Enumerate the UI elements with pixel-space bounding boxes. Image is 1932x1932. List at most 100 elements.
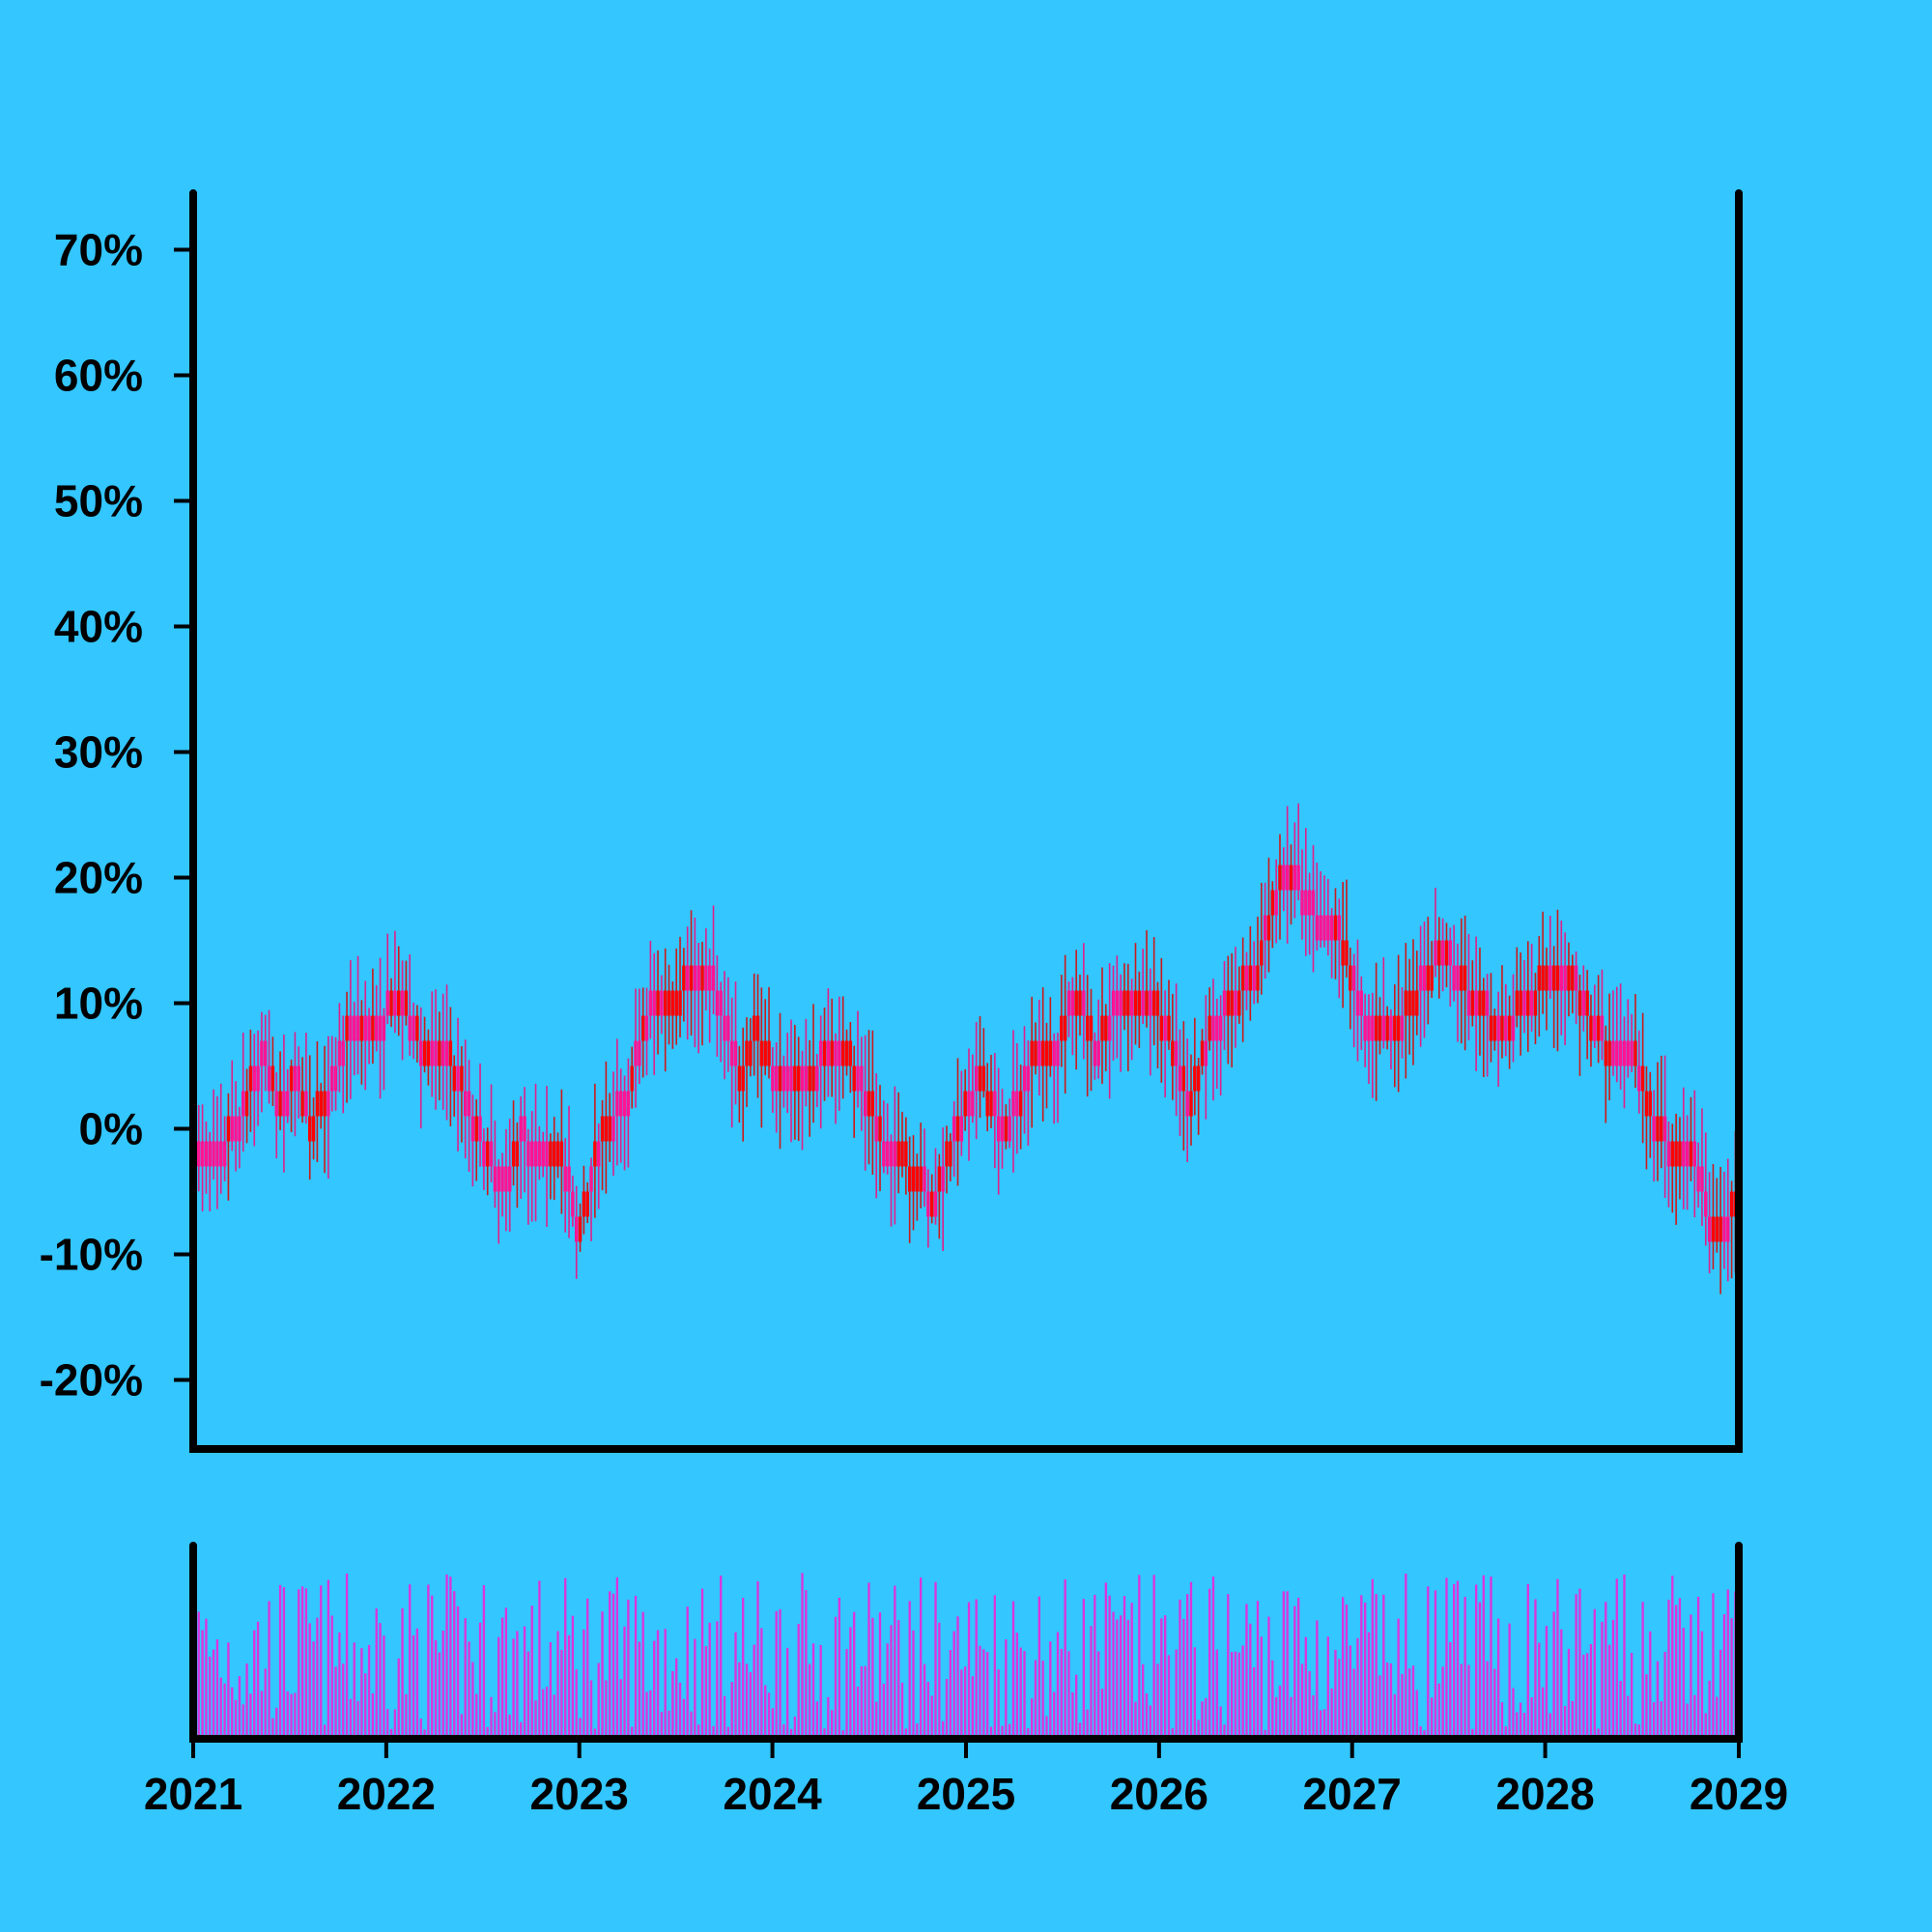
volume-bar — [700, 1588, 704, 1739]
volume-bar — [564, 1577, 567, 1739]
candle-body — [1662, 1116, 1667, 1142]
x-tick-label: 2025 — [917, 1769, 1015, 1819]
volume-bar — [1534, 1599, 1537, 1739]
candle-body — [852, 1065, 856, 1092]
candle-body — [885, 1141, 890, 1167]
candle-body — [1456, 965, 1460, 991]
candle-body — [971, 1091, 975, 1117]
volume-bar — [1552, 1611, 1555, 1739]
volume-bar — [809, 1663, 811, 1739]
volume-bar — [764, 1685, 767, 1739]
volume-bar — [875, 1701, 878, 1739]
volume-bar — [841, 1730, 844, 1739]
candle-body — [541, 1141, 545, 1167]
candle-body — [993, 1091, 997, 1117]
volume-bar — [649, 1690, 652, 1739]
volume-bar — [1078, 1722, 1082, 1739]
volume-bar — [1548, 1713, 1551, 1739]
volume-bar — [1282, 1591, 1285, 1739]
volume-bar — [1522, 1713, 1526, 1739]
candle-body — [1082, 990, 1086, 1016]
candle-body — [1056, 1040, 1060, 1066]
candle-body — [634, 1040, 638, 1066]
volume-bar — [589, 1680, 593, 1739]
candle-body — [1363, 1015, 1367, 1041]
volume-bar — [298, 1589, 300, 1739]
volume-bar — [1578, 1588, 1581, 1739]
candle-body — [811, 1065, 815, 1092]
candle-body — [1478, 990, 1482, 1016]
volume-bar — [923, 1663, 926, 1739]
volume-bar — [653, 1640, 656, 1739]
volume-bar — [386, 1709, 389, 1739]
volume-bar — [316, 1617, 319, 1739]
candle-body — [1208, 1015, 1211, 1041]
volume-bar — [982, 1649, 985, 1739]
candle-body — [1289, 865, 1293, 891]
candle-body — [1060, 1015, 1064, 1041]
candle-body — [985, 1091, 989, 1117]
volume-bar — [1108, 1595, 1111, 1739]
volume-bar — [1296, 1597, 1300, 1739]
volume-bar — [304, 1588, 308, 1739]
candle-body — [1196, 1065, 1201, 1092]
candle-body — [444, 1040, 449, 1066]
volume-bar — [412, 1634, 415, 1739]
volume-bar — [912, 1630, 915, 1739]
volume-bar — [1160, 1618, 1163, 1739]
volume-bar — [623, 1626, 626, 1739]
candle-body — [1100, 1015, 1104, 1041]
candle-body — [555, 1141, 560, 1167]
candle-body — [1270, 890, 1275, 916]
volume-bar — [1352, 1668, 1355, 1739]
volume-bar — [845, 1649, 848, 1739]
volume-bar — [704, 1646, 708, 1739]
volume-bar — [801, 1573, 804, 1739]
candle-body — [500, 1166, 504, 1192]
volume-bar — [1393, 1693, 1396, 1739]
volume-bar — [1256, 1601, 1260, 1739]
candle-body — [678, 990, 682, 1016]
volume-bar — [1730, 1618, 1733, 1739]
candle-body — [226, 1116, 231, 1142]
candle-body — [1400, 1015, 1405, 1041]
volume-bar — [397, 1658, 400, 1739]
candle-body — [1571, 965, 1575, 991]
volume-bar — [1516, 1712, 1519, 1739]
volume-bar — [916, 1723, 919, 1739]
candle-body — [1066, 990, 1071, 1016]
candle-body — [878, 1116, 882, 1142]
candle-body — [441, 1040, 445, 1066]
candle-body — [1511, 1015, 1516, 1041]
candle-body — [767, 1040, 771, 1066]
candle-body — [1656, 1116, 1660, 1142]
candle-body — [1381, 1015, 1386, 1041]
volume-bar — [1104, 1582, 1107, 1739]
candle-body — [1700, 1166, 1704, 1192]
x-axis-ticks: 2021 2022 2023 2024 2025 2026 2027 2028 2029 — [144, 1739, 1788, 1819]
volume-bar — [697, 1724, 700, 1739]
volume-bar — [1208, 1588, 1211, 1739]
volume-bar — [1375, 1594, 1378, 1739]
y-tick-label: 60% — [54, 351, 143, 401]
volume-bar — [1607, 1644, 1611, 1739]
candle-body — [981, 1065, 986, 1092]
candle-body — [1389, 1015, 1393, 1041]
volume-bar — [1286, 1591, 1289, 1739]
candle-body — [1533, 990, 1538, 1016]
candle-body — [1704, 1191, 1708, 1217]
candle-body — [1460, 965, 1463, 991]
volume-bar — [1563, 1706, 1567, 1739]
volume-bar — [201, 1630, 204, 1739]
candle-body — [589, 1166, 593, 1192]
candle-body — [1018, 1091, 1023, 1117]
candle-body — [848, 1040, 853, 1066]
candle-body — [1418, 965, 1423, 991]
volume-bar — [526, 1651, 530, 1739]
volume-bar — [1005, 1639, 1008, 1739]
candle-body — [286, 1091, 290, 1117]
volume-bar — [1560, 1629, 1563, 1739]
candle-body — [711, 965, 716, 991]
volume-bar — [1149, 1705, 1151, 1739]
volume-bar — [1360, 1595, 1363, 1739]
